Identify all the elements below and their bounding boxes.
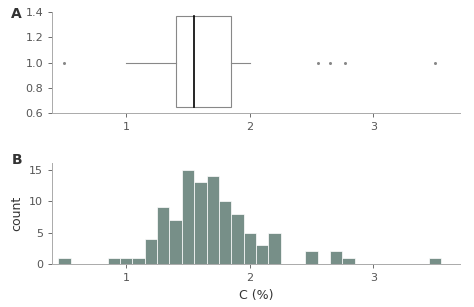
Bar — [120, 258, 132, 264]
Bar — [256, 245, 268, 264]
Bar — [58, 258, 71, 264]
Bar — [244, 232, 256, 264]
Bar — [342, 258, 355, 264]
Bar — [108, 258, 120, 264]
Bar — [305, 251, 318, 264]
Bar — [157, 207, 170, 264]
Bar — [268, 232, 281, 264]
Bar — [145, 239, 157, 264]
X-axis label: C (%): C (%) — [239, 289, 273, 301]
FancyBboxPatch shape — [176, 16, 231, 107]
Bar — [207, 176, 219, 264]
Bar — [219, 201, 231, 264]
Bar — [182, 169, 194, 264]
Text: B: B — [11, 153, 22, 167]
Bar — [132, 258, 145, 264]
Bar — [429, 258, 441, 264]
Text: A: A — [11, 7, 22, 21]
Bar — [231, 214, 244, 264]
Bar — [330, 251, 342, 264]
Bar — [194, 182, 207, 264]
Y-axis label: count: count — [10, 196, 24, 231]
Bar — [170, 220, 182, 264]
